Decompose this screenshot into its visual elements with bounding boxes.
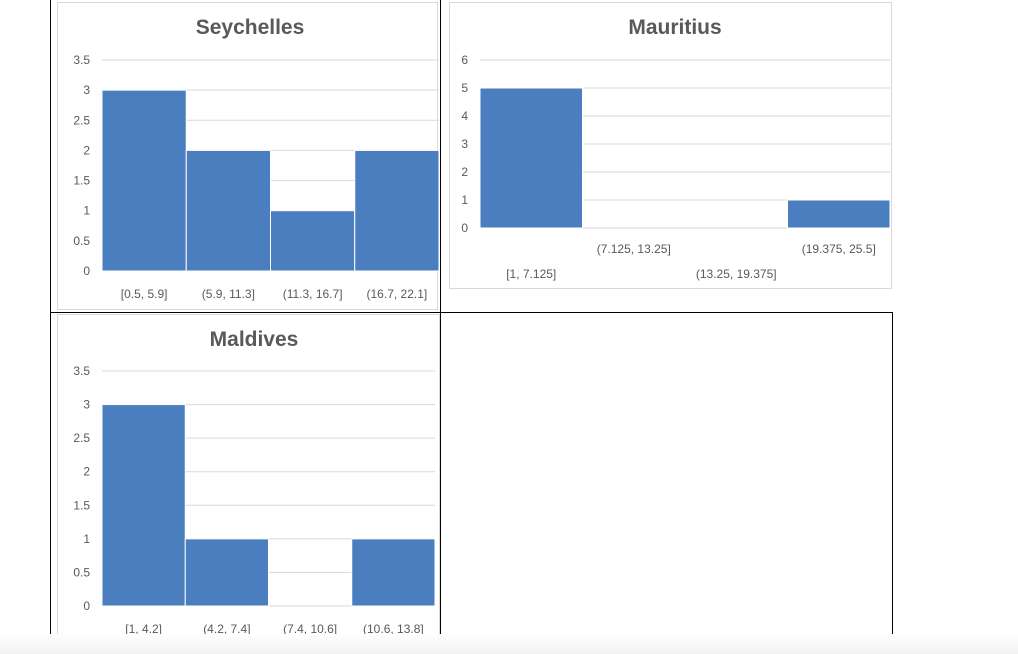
y-tick-label: 5 (461, 81, 468, 95)
frame-mid-rule (440, 0, 441, 650)
page-bottom-shade (0, 634, 1018, 654)
y-tick-label: 3 (83, 398, 90, 412)
y-tick-label: 2 (83, 465, 90, 479)
chart-title: Seychelles (196, 16, 305, 39)
y-tick-label: 2.5 (73, 431, 90, 445)
y-tick-label: 0 (461, 221, 468, 235)
y-tick-labels: 0 1 2 3 4 5 6 (461, 53, 468, 235)
y-tick-label: 1 (83, 204, 90, 218)
y-tick-label: 6 (461, 53, 468, 67)
y-tick-label: 3.5 (73, 364, 90, 378)
y-tick-label: 0.5 (73, 565, 90, 579)
y-tick-label: 0 (83, 264, 90, 278)
y-tick-label: 0 (83, 599, 90, 613)
y-tick-label: 1.5 (73, 174, 90, 188)
x-tick-labels: [0.5, 5.9] (5.9, 11.3] (11.3, 16.7] (16.7, … (121, 287, 427, 301)
frame-middle-horizontal-rule (50, 312, 893, 313)
bars (479, 87, 891, 229)
y-tick-label: 3.5 (73, 53, 90, 67)
bar (270, 210, 356, 272)
x-tick-label: [1, 4.2] (125, 622, 162, 636)
bar (787, 199, 891, 229)
chart-mauritius-svg: Mauritius 0 1 2 3 4 5 6 [1, 7.125] (7.125, 13.2… (461, 16, 891, 281)
x-tick-label: [1, 7.125] (506, 267, 556, 281)
x-tick-label: (5.9, 11.3] (202, 287, 255, 301)
chart-title: Maldives (210, 328, 299, 351)
bar (185, 149, 271, 272)
y-tick-labels: 0 0.5 1 1.5 2 2.5 3 3.5 (73, 364, 90, 613)
bar (479, 87, 583, 229)
bar (354, 149, 440, 272)
bars (101, 89, 440, 272)
y-tick-label: 3 (83, 83, 90, 97)
x-tick-label: (19.375, 25.5] (802, 242, 876, 256)
y-tick-label: 4 (461, 109, 468, 123)
x-tick-label: (11.3, 16.7] (283, 287, 343, 301)
y-tick-label: 1.5 (73, 498, 90, 512)
y-tick-label: 3 (461, 137, 468, 151)
bar (101, 89, 187, 272)
bars (101, 404, 436, 607)
y-tick-label: 1 (83, 532, 90, 546)
chart-seychelles-svg: Seychelles 0 0.5 1 1.5 2 2.5 3 3.5 [0.5, 5.9] (5… (73, 16, 440, 301)
frame-right-rule (892, 312, 893, 650)
x-tick-label: (4.2, 7.4] (203, 622, 250, 636)
chart-seychelles: Seychelles 0 0.5 1 1.5 2 2.5 3 3.5 [0.5, 5.9] (5… (57, 2, 440, 310)
y-tick-label: 2 (83, 143, 90, 157)
chart-maldives-svg: Maldives 0 0.5 1 1.5 2 2.5 3 3.5 [1, 4.2] (4.2, … (73, 328, 436, 636)
chart-title: Mauritius (628, 16, 721, 39)
bar (184, 538, 269, 607)
y-tick-label: 1 (461, 193, 468, 207)
x-tick-label: (13.25, 19.375] (696, 267, 777, 281)
bar (101, 404, 186, 607)
y-tick-labels: 0 0.5 1 1.5 2 2.5 3 3.5 (73, 53, 90, 278)
frame-left-rule (50, 0, 51, 650)
y-tick-label: 2.5 (73, 113, 90, 127)
chart-mauritius: Mauritius 0 1 2 3 4 5 6 [1, 7.125] (7.125, 13.2… (449, 2, 892, 289)
x-tick-label: (10.6, 13.8] (363, 622, 424, 636)
x-tick-labels: [1, 4.2] (4.2, 7.4] (7.4, 10.6] (10.6, 13.8… (125, 622, 423, 636)
x-tick-label: (7.4, 10.6] (283, 622, 337, 636)
y-tick-label: 2 (461, 165, 468, 179)
x-tick-label: (7.125, 13.25] (597, 242, 671, 256)
bar (351, 538, 436, 607)
x-tick-labels: [1, 7.125] (7.125, 13.25] (13.25, 19.375] (… (506, 242, 876, 281)
x-tick-label: [0.5, 5.9] (121, 287, 168, 301)
y-tick-label: 0.5 (73, 234, 90, 248)
chart-maldives: Maldives 0 0.5 1 1.5 2 2.5 3 3.5 [1, 4.2] (4.2, … (57, 314, 440, 646)
x-tick-label: (16.7, 22.1] (367, 287, 428, 301)
